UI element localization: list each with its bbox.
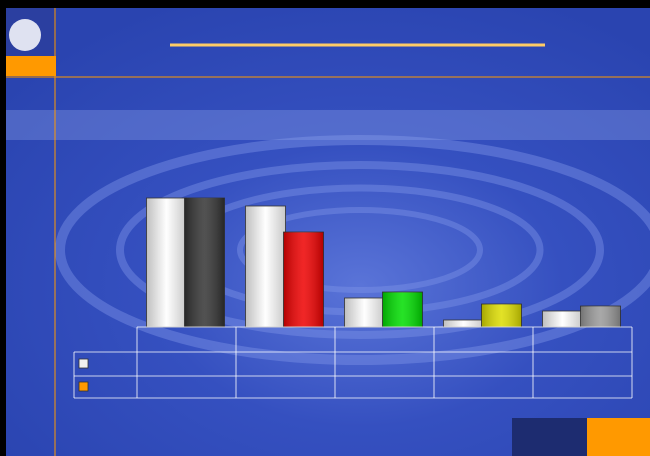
logo [9,19,41,51]
bar [444,320,484,327]
logo-band [6,56,56,76]
bar [147,198,187,327]
bar-shade [185,198,225,327]
footer-band [587,418,650,456]
slide [0,0,650,456]
bar-shade [581,306,621,327]
bar [543,311,583,327]
gallery [6,110,650,140]
legend-swatch [79,382,88,391]
bar-shade [482,304,522,327]
bar [246,206,286,327]
bar-shade [383,292,423,327]
footer-logo [512,418,587,456]
bar [345,298,385,327]
legend-swatch [79,359,88,368]
bar-shade [284,232,324,327]
background [6,8,650,456]
